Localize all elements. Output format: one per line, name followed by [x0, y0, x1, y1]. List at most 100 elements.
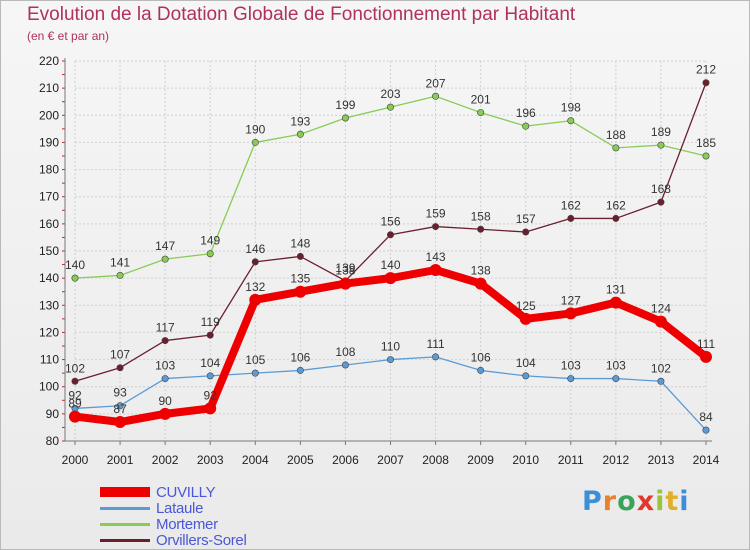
y-tick-label: 120	[39, 325, 59, 339]
data-label: 92	[68, 388, 82, 402]
x-tick-label: 2008	[422, 453, 449, 467]
data-label: 87	[113, 402, 127, 416]
data-point	[339, 277, 352, 290]
y-tick-label: 150	[39, 244, 59, 258]
data-label: 102	[65, 361, 85, 375]
data-label: 162	[606, 198, 626, 212]
data-label: 107	[110, 348, 130, 362]
proxiti-logo: Proxiti	[582, 486, 690, 517]
y-tick-label: 90	[46, 407, 60, 421]
data-label: 89	[68, 397, 82, 411]
data-label: 106	[471, 350, 491, 364]
data-point	[159, 407, 172, 420]
data-label: 84	[699, 410, 713, 424]
data-point	[522, 122, 530, 130]
x-tick-label: 2003	[197, 453, 224, 467]
data-point	[567, 117, 575, 125]
y-tick-label: 80	[46, 434, 60, 448]
data-label: 108	[335, 345, 355, 359]
data-point	[116, 364, 124, 372]
y-tick-label: 220	[39, 54, 59, 68]
data-label: 104	[200, 356, 220, 370]
data-point	[432, 223, 440, 231]
data-point	[296, 366, 304, 374]
legend-label: Mortemer	[156, 515, 218, 533]
data-point	[114, 416, 127, 428]
data-point	[341, 361, 349, 369]
legend-item: CUVILLY	[100, 484, 247, 501]
data-point	[612, 214, 620, 222]
data-point	[69, 410, 81, 423]
data-point	[251, 138, 259, 146]
data-label: 92	[204, 388, 218, 402]
legend-swatch	[100, 506, 150, 510]
data-label: 90	[158, 394, 172, 408]
data-point	[612, 144, 620, 152]
data-point	[161, 255, 169, 263]
data-point	[341, 114, 349, 122]
logo-letter: i	[679, 486, 690, 517]
data-point	[206, 331, 214, 339]
data-point	[567, 375, 575, 383]
data-point	[429, 264, 442, 276]
data-label: 135	[290, 272, 310, 286]
data-point	[657, 198, 665, 206]
data-label: 198	[561, 101, 581, 115]
data-point	[522, 372, 530, 380]
legend-item: Lataule	[100, 500, 247, 517]
data-point	[609, 296, 622, 309]
legend-item: Orvillers-Sorel	[100, 531, 247, 549]
legend-label: Orvillers-Sorel	[156, 531, 247, 549]
data-point	[432, 353, 440, 361]
data-label: 111	[697, 337, 716, 351]
data-point	[657, 141, 665, 149]
data-point	[477, 366, 485, 374]
data-label: 143	[426, 250, 446, 264]
data-label: 168	[651, 182, 671, 196]
data-point	[206, 372, 214, 380]
data-point	[702, 152, 710, 160]
x-tick-label: 2011	[558, 453, 584, 467]
data-label: 106	[290, 350, 310, 364]
data-label: 156	[380, 215, 400, 229]
data-point	[116, 271, 124, 279]
data-label: 103	[561, 359, 581, 373]
data-point	[386, 231, 394, 239]
data-point	[477, 109, 485, 117]
data-label: 104	[516, 356, 536, 370]
legend-swatch	[100, 538, 150, 542]
legend-swatch	[100, 487, 150, 497]
logo-letter: r	[602, 486, 618, 517]
data-label: 196	[516, 106, 536, 120]
x-tick-label: 2010	[512, 453, 539, 467]
chart-subtitle: (en € et par an)	[27, 29, 110, 43]
data-label: 157	[516, 212, 536, 226]
x-tick-label: 2007	[377, 453, 404, 467]
data-label: 190	[245, 122, 265, 136]
y-tick-label: 170	[39, 190, 59, 204]
data-point	[251, 369, 259, 377]
data-label: 188	[606, 128, 626, 142]
data-label: 193	[290, 114, 310, 128]
data-label: 117	[156, 321, 175, 335]
y-tick-label: 100	[39, 380, 59, 394]
data-label: 201	[471, 93, 491, 107]
y-tick-label: 210	[39, 81, 59, 95]
data-label: 110	[381, 340, 400, 354]
data-label: 140	[380, 258, 400, 272]
logo-letter: i	[655, 486, 666, 517]
legend-item: Mortemer	[100, 515, 247, 533]
data-label: 140	[65, 258, 85, 272]
x-tick-label: 2013	[648, 453, 675, 467]
data-point	[296, 130, 304, 138]
y-tick-label: 140	[39, 271, 59, 285]
y-tick-label: 180	[39, 163, 59, 177]
series-lines	[69, 79, 712, 434]
data-point	[657, 377, 665, 385]
legend: CUVILLY Lataule Mortemer Orvillers-Sorel	[100, 484, 247, 549]
data-point	[522, 228, 530, 236]
logo-letter: x	[636, 486, 656, 517]
data-label: 93	[113, 386, 127, 400]
legend-swatch	[100, 522, 150, 526]
data-label: 124	[651, 302, 671, 316]
